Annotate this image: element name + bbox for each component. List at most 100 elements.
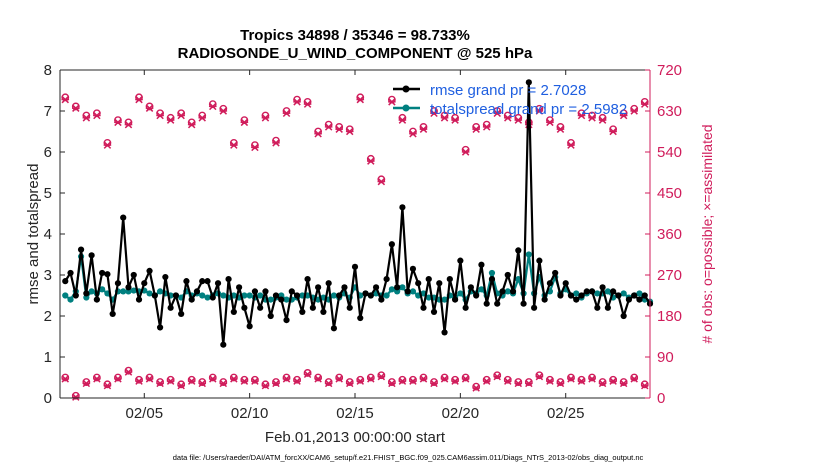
obs-assimilated-marker bbox=[251, 143, 259, 152]
rmse-point bbox=[451, 296, 459, 303]
obs-assimilated-marker bbox=[261, 114, 270, 122]
rmse-point bbox=[251, 288, 259, 295]
obs-assimilated-marker bbox=[440, 375, 449, 383]
rmse-point bbox=[62, 278, 69, 285]
rmse-point bbox=[304, 276, 311, 283]
rmse-point bbox=[204, 278, 211, 285]
obs-assimilated-marker bbox=[367, 157, 375, 165]
obs-assimilated-marker bbox=[335, 375, 343, 383]
obs-assimilated-marker bbox=[440, 114, 449, 122]
rmse-point bbox=[441, 329, 448, 336]
obs-assimilated-marker bbox=[388, 379, 396, 388]
obs-possible-marker bbox=[145, 102, 154, 111]
obs-possible-marker bbox=[567, 373, 575, 382]
rmse-point bbox=[341, 284, 348, 291]
spread-point bbox=[130, 287, 137, 294]
rmse-point bbox=[599, 284, 606, 291]
obs-assimilated-marker bbox=[345, 379, 354, 388]
rmse-point bbox=[488, 276, 496, 283]
obs-assimilated-marker bbox=[230, 375, 238, 383]
rmse-point bbox=[409, 265, 417, 272]
obs-possible-marker bbox=[409, 375, 417, 384]
obs-assimilated-marker bbox=[166, 116, 175, 124]
obs-assimilated-marker bbox=[72, 104, 80, 112]
rmse-point bbox=[325, 280, 332, 287]
spread-point bbox=[636, 290, 643, 297]
rmse-point bbox=[293, 292, 301, 299]
obs-assimilated-marker bbox=[93, 111, 101, 120]
obs-possible-marker bbox=[282, 373, 291, 382]
obs-assimilated-marker bbox=[114, 118, 122, 127]
y-tick-label: 4 bbox=[44, 226, 52, 243]
obs-assimilated-marker bbox=[135, 95, 143, 104]
rmse-point bbox=[220, 341, 227, 348]
obs-possible-marker bbox=[92, 373, 101, 382]
obs-assimilated-marker bbox=[377, 177, 386, 186]
obs-assimilated-marker bbox=[61, 95, 70, 104]
obs-possible-marker bbox=[588, 373, 596, 382]
spread-point bbox=[441, 296, 448, 303]
obs-assimilated-marker bbox=[409, 130, 417, 138]
obs-assimilated-marker bbox=[156, 111, 164, 120]
spread-point bbox=[409, 288, 417, 295]
rmse-series-line bbox=[64, 81, 651, 346]
obs-assimilated-marker bbox=[556, 125, 565, 133]
obs-assimilated-marker bbox=[314, 375, 322, 383]
rmse-point bbox=[499, 288, 506, 295]
rmse-point bbox=[104, 271, 111, 278]
obs-possible-marker bbox=[577, 375, 586, 384]
obs-assimilated-marker bbox=[219, 379, 228, 388]
rmse-point bbox=[372, 284, 380, 291]
y2-tick-label: 450 bbox=[657, 185, 682, 202]
rmse-point bbox=[151, 292, 158, 299]
obs-assimilated-marker bbox=[208, 102, 217, 111]
obs-assimilated-marker bbox=[335, 125, 343, 133]
rmse-point bbox=[509, 288, 517, 295]
obs-assimilated-marker bbox=[261, 381, 270, 390]
y2-tick-label: 720 bbox=[657, 62, 682, 79]
spread-point bbox=[88, 288, 95, 295]
obs-possible-marker bbox=[524, 378, 533, 386]
rmse-point bbox=[283, 317, 290, 324]
rmse-point bbox=[383, 276, 390, 283]
obs-possible-marker bbox=[430, 378, 438, 386]
obs-possible-marker bbox=[303, 369, 312, 377]
obs-assimilated-marker bbox=[546, 377, 554, 385]
rmse-point bbox=[504, 271, 511, 279]
obs-possible-marker bbox=[482, 375, 491, 384]
rmse-point bbox=[162, 273, 169, 281]
obs-assimilated-marker bbox=[461, 148, 470, 156]
rmse-point bbox=[541, 296, 548, 303]
obs-assimilated-marker bbox=[103, 381, 112, 390]
y-axis-label: rmse and totalspread bbox=[25, 164, 42, 305]
rmse-point bbox=[236, 284, 243, 291]
rmse-point bbox=[525, 79, 532, 86]
obs-possible-marker bbox=[345, 378, 354, 386]
obs-assimilated-marker bbox=[514, 116, 523, 124]
rmse-point bbox=[83, 290, 90, 297]
obs-assimilated-marker bbox=[72, 393, 80, 401]
obs-possible-marker bbox=[619, 378, 628, 386]
obs-assimilated-marker bbox=[208, 375, 217, 383]
rmse-point bbox=[299, 308, 306, 315]
obs-assimilated-marker bbox=[82, 114, 91, 122]
rmse-point bbox=[620, 312, 627, 320]
spread-point bbox=[204, 294, 211, 301]
legend-spread-label: totalspread grand pr = 2.5982 bbox=[430, 101, 627, 118]
x-tick-label: 02/05 bbox=[126, 405, 164, 422]
obs-assimilated-marker bbox=[166, 377, 175, 385]
obs-assimilated-marker bbox=[240, 118, 249, 127]
rmse-point bbox=[520, 300, 527, 307]
y2-tick-label: 540 bbox=[657, 144, 682, 161]
obs-possible-marker bbox=[356, 375, 365, 384]
rmse-point bbox=[288, 288, 295, 295]
spread-point bbox=[573, 290, 580, 297]
obs-assimilated-marker bbox=[314, 130, 322, 138]
obs-assimilated-marker bbox=[293, 377, 301, 385]
spread-point bbox=[478, 286, 485, 293]
rmse-point bbox=[531, 304, 538, 311]
y-tick-label: 2 bbox=[44, 308, 52, 325]
rmse-point bbox=[199, 278, 206, 285]
obs-assimilated-marker bbox=[493, 109, 502, 118]
spread-point bbox=[67, 296, 74, 303]
